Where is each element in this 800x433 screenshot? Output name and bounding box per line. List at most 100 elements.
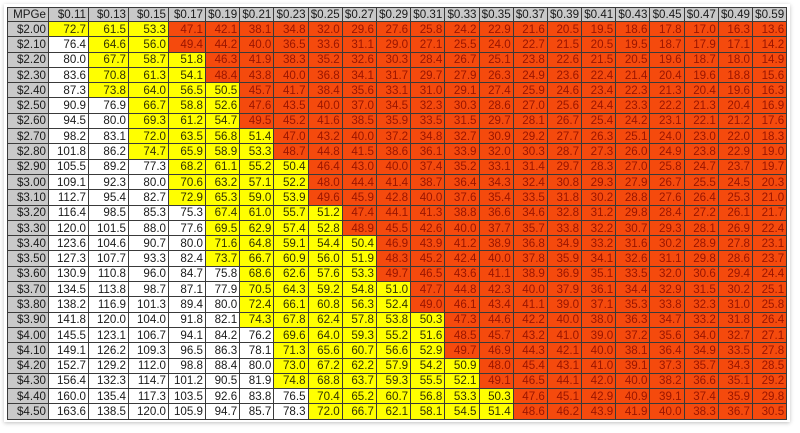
table-cell[interactable]: 24.0	[649, 128, 685, 145]
table-cell[interactable]: 31.1	[341, 36, 377, 53]
table-cell[interactable]: 23.6	[546, 66, 583, 84]
table-cell[interactable]: 72.0	[128, 128, 169, 145]
table-cell[interactable]: 43.4	[478, 296, 514, 313]
table-cell[interactable]: 156.4	[48, 372, 89, 390]
table-cell[interactable]: 52.9	[410, 342, 446, 359]
table-cell[interactable]: 38.1	[615, 342, 651, 359]
table-cell[interactable]: 68.6	[239, 265, 275, 283]
table-cell[interactable]: 36.4	[444, 173, 480, 191]
table-cell[interactable]: 41.0	[581, 357, 617, 374]
table-cell[interactable]: 30.2	[717, 281, 754, 298]
table-cell[interactable]: 35.1	[581, 265, 617, 283]
table-cell[interactable]: 21.2	[717, 112, 754, 130]
table-cell[interactable]: 30.7	[615, 219, 651, 237]
table-cell[interactable]: 43.6	[444, 265, 480, 283]
table-cell[interactable]: 149.1	[48, 342, 89, 359]
table-cell[interactable]: 46.3	[204, 51, 241, 68]
table-cell[interactable]: 28.1	[512, 112, 548, 130]
table-cell[interactable]: 33.2	[581, 235, 617, 252]
table-cell[interactable]: 17.9	[683, 36, 719, 53]
table-cell[interactable]: 33.1	[375, 82, 412, 99]
table-cell[interactable]: 32.9	[649, 281, 685, 298]
table-cell[interactable]: 49.0	[410, 296, 446, 313]
table-cell[interactable]: 90.5	[204, 372, 241, 390]
table-cell[interactable]: 24.9	[649, 143, 685, 160]
table-cell[interactable]: 50.5	[204, 82, 241, 99]
table-cell[interactable]: 98.7	[128, 281, 169, 298]
table-cell[interactable]: 32.4	[512, 173, 548, 191]
table-cell[interactable]: 69.3	[128, 112, 169, 130]
table-cell[interactable]: 59.2	[307, 281, 343, 298]
table-cell[interactable]: 60.8	[307, 296, 343, 313]
table-cell[interactable]: 25.8	[649, 158, 685, 175]
table-cell[interactable]: 40.0	[444, 219, 480, 237]
table-cell[interactable]: 49.7	[444, 342, 480, 359]
table-cell[interactable]: 57.4	[273, 219, 309, 237]
table-cell[interactable]: 21.5	[546, 36, 583, 53]
table-cell[interactable]: 43.2	[512, 326, 548, 344]
table-cell[interactable]: 52.6	[204, 97, 241, 114]
table-cell[interactable]: 60.9	[273, 250, 309, 267]
table-cell[interactable]: 48.4	[204, 66, 241, 84]
table-cell[interactable]: 120.0	[88, 311, 129, 328]
table-cell[interactable]: 117.3	[128, 388, 169, 405]
table-cell[interactable]: 66.1	[273, 296, 309, 313]
table-cell[interactable]: 59.0	[239, 189, 275, 206]
table-cell[interactable]: 80.0	[204, 296, 241, 313]
table-cell[interactable]: 31.8	[717, 311, 754, 328]
table-cell[interactable]: 35.3	[615, 296, 651, 313]
table-cell[interactable]: 51.4	[239, 128, 275, 145]
table-cell[interactable]: 92.6	[204, 388, 241, 405]
table-cell[interactable]: 56.5	[168, 82, 206, 99]
table-cell[interactable]: 29.7	[546, 158, 583, 175]
table-cell[interactable]: 41.3	[410, 204, 446, 221]
table-cell[interactable]: 32.0	[649, 265, 685, 283]
table-cell[interactable]: 33.9	[444, 143, 480, 160]
table-cell[interactable]: 109.3	[128, 342, 169, 359]
table-cell[interactable]: 29.1	[444, 82, 480, 99]
table-cell[interactable]: 66.7	[239, 250, 275, 267]
table-cell[interactable]: 81.9	[239, 372, 275, 390]
table-cell[interactable]: 92.3	[88, 173, 129, 191]
table-cell[interactable]: 29.3	[581, 173, 617, 191]
table-cell[interactable]: 61.5	[88, 20, 129, 38]
table-cell[interactable]: 31.2	[581, 204, 617, 221]
table-cell[interactable]: 94.7	[204, 403, 241, 420]
table-cell[interactable]: 36.8	[512, 235, 548, 252]
table-cell[interactable]: 94.1	[168, 326, 206, 344]
table-cell[interactable]: 47.0	[273, 128, 309, 145]
table-cell[interactable]: 29.7	[478, 112, 514, 130]
table-cell[interactable]: 34.1	[341, 66, 377, 84]
table-cell[interactable]: 85.7	[239, 403, 275, 420]
table-cell[interactable]: 38.4	[307, 82, 343, 99]
table-cell[interactable]: 30.2	[581, 189, 617, 206]
table-cell[interactable]: 54.4	[307, 235, 343, 252]
table-cell[interactable]: 58.7	[128, 51, 169, 68]
table-cell[interactable]: 48.9	[341, 219, 377, 237]
table-cell[interactable]: 41.2	[444, 235, 480, 252]
table-cell[interactable]: 28.5	[751, 357, 788, 374]
table-cell[interactable]: 80.0	[128, 173, 169, 191]
table-cell[interactable]: 105.5	[48, 158, 89, 175]
table-cell[interactable]: 64.6	[88, 36, 129, 53]
table-cell[interactable]: 26.4	[683, 189, 719, 206]
table-cell[interactable]: 41.1	[512, 296, 548, 313]
table-cell[interactable]: 51.0	[375, 281, 412, 298]
table-cell[interactable]: 52.1	[444, 372, 480, 390]
table-cell[interactable]: 93.3	[128, 250, 169, 267]
table-cell[interactable]: 49.6	[307, 189, 343, 206]
table-cell[interactable]: 29.8	[751, 388, 788, 405]
table-cell[interactable]: 40.0	[615, 372, 651, 390]
table-cell[interactable]: 27.2	[683, 204, 719, 221]
table-cell[interactable]: 41.9	[615, 403, 651, 420]
table-cell[interactable]: 45.2	[273, 112, 309, 130]
table-cell[interactable]: 40.0	[273, 66, 309, 84]
table-cell[interactable]: 20.5	[581, 36, 617, 53]
table-cell[interactable]: 73.0	[273, 357, 309, 374]
table-cell[interactable]: 62.2	[341, 357, 377, 374]
table-cell[interactable]: 29.2	[512, 128, 548, 145]
table-cell[interactable]: 26.1	[717, 204, 754, 221]
table-cell[interactable]: 43.9	[410, 235, 446, 252]
table-cell[interactable]: 129.2	[88, 357, 129, 374]
table-cell[interactable]: 42.8	[375, 189, 412, 206]
